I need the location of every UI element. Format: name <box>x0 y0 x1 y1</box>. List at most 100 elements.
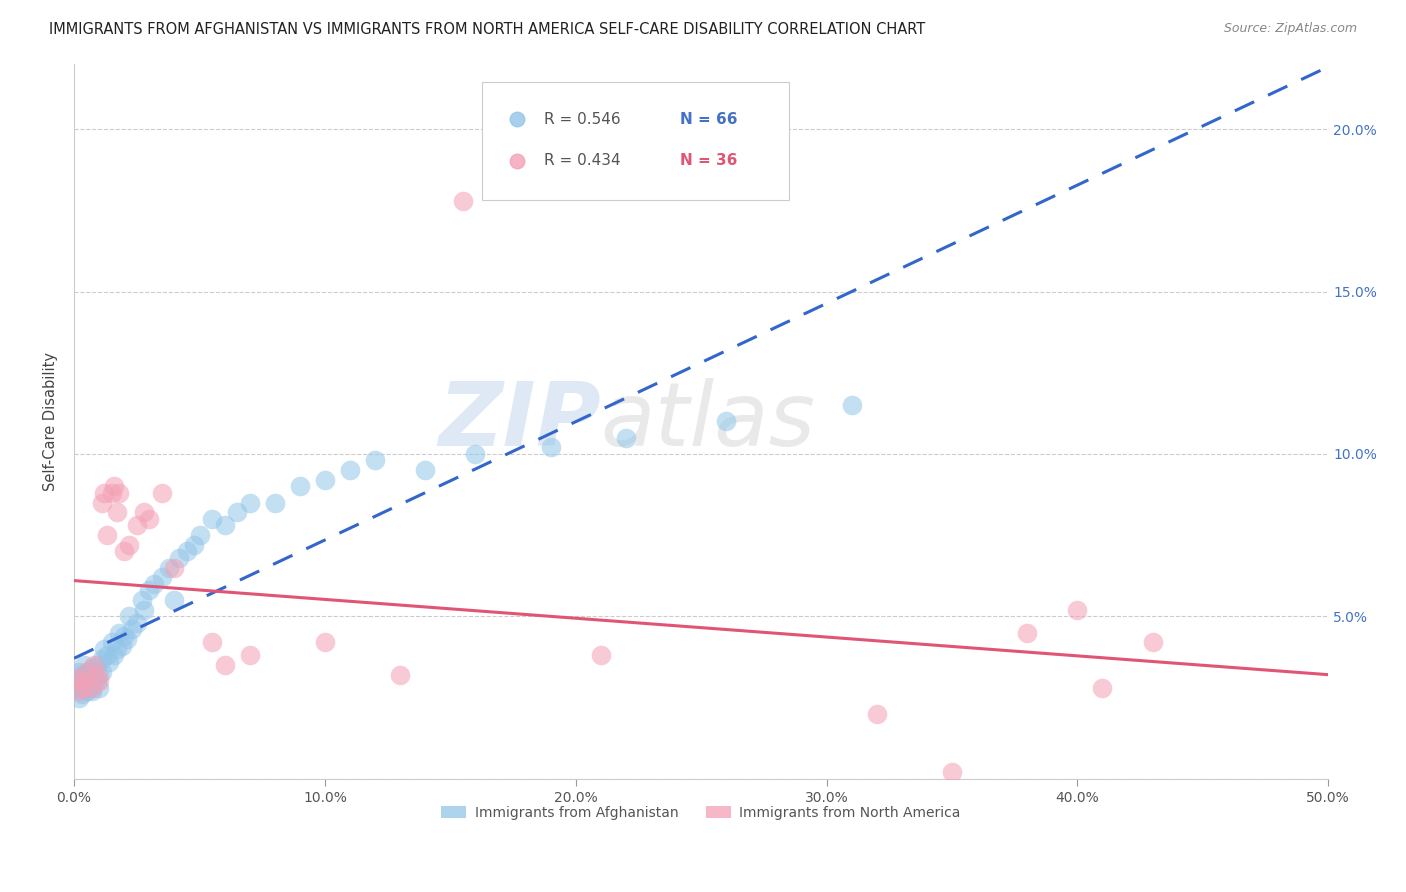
Point <box>65 671 87 685</box>
Point <box>77 668 100 682</box>
Point <box>105 642 128 657</box>
Text: Source: ZipAtlas.com: Source: ZipAtlas.com <box>1223 22 1357 36</box>
Point <box>451 194 474 208</box>
Point <box>118 609 141 624</box>
Text: R = 0.434: R = 0.434 <box>544 153 621 168</box>
Point <box>77 681 100 695</box>
Point <box>96 528 118 542</box>
Point <box>540 441 562 455</box>
Point <box>226 506 249 520</box>
Point <box>125 615 148 630</box>
Point <box>134 506 156 520</box>
Point <box>67 674 90 689</box>
FancyBboxPatch shape <box>482 82 789 200</box>
Point <box>86 658 108 673</box>
Point <box>73 681 96 695</box>
Point <box>103 479 125 493</box>
Point <box>138 512 160 526</box>
Point <box>413 463 436 477</box>
Text: atlas: atlas <box>600 378 815 465</box>
Point <box>214 518 236 533</box>
Point <box>103 648 125 663</box>
Point <box>67 684 90 698</box>
Point <box>201 635 224 649</box>
Point <box>112 629 135 643</box>
Point <box>73 658 96 673</box>
Point <box>76 665 98 679</box>
Point <box>150 570 173 584</box>
Point <box>1142 635 1164 649</box>
Text: N = 36: N = 36 <box>681 153 737 168</box>
Point <box>96 648 118 663</box>
Point <box>138 583 160 598</box>
Point <box>89 681 111 695</box>
Point <box>65 671 87 685</box>
Point <box>716 415 738 429</box>
Point <box>76 684 98 698</box>
Point <box>80 684 103 698</box>
Point <box>188 528 211 542</box>
Point <box>105 506 128 520</box>
Point <box>111 639 134 653</box>
Point <box>201 512 224 526</box>
Point <box>134 603 156 617</box>
Point <box>86 668 108 682</box>
Point <box>67 690 90 705</box>
Point <box>183 538 205 552</box>
Point <box>89 674 111 689</box>
Point <box>1091 681 1114 695</box>
Point <box>1017 625 1039 640</box>
Text: ZIP: ZIP <box>439 378 600 465</box>
Point <box>83 658 105 673</box>
Y-axis label: Self-Care Disability: Self-Care Disability <box>44 352 58 491</box>
Point <box>288 479 311 493</box>
Point <box>83 665 105 679</box>
Point <box>115 632 138 647</box>
Point <box>70 681 93 695</box>
Text: R = 0.546: R = 0.546 <box>544 112 621 127</box>
Point <box>93 642 115 657</box>
Point <box>176 544 198 558</box>
Point <box>73 671 96 685</box>
Point <box>76 674 98 689</box>
Point <box>121 623 143 637</box>
Point <box>339 463 361 477</box>
Point <box>86 674 108 689</box>
Point <box>125 518 148 533</box>
Point <box>464 447 486 461</box>
Point <box>80 661 103 675</box>
Point <box>614 431 637 445</box>
Point <box>131 593 153 607</box>
Point <box>364 453 387 467</box>
Point <box>98 655 121 669</box>
Point <box>314 473 336 487</box>
Point <box>90 496 112 510</box>
Point <box>1066 603 1088 617</box>
Point <box>93 486 115 500</box>
Point <box>239 496 262 510</box>
Point <box>866 706 889 721</box>
Point <box>70 674 93 689</box>
Point <box>214 658 236 673</box>
Point <box>80 678 103 692</box>
Point <box>941 765 963 780</box>
Point <box>90 651 112 665</box>
Point <box>150 486 173 500</box>
Point <box>83 671 105 685</box>
Point <box>100 635 122 649</box>
Point <box>73 678 96 692</box>
Point <box>118 538 141 552</box>
Point <box>389 668 412 682</box>
Point <box>263 496 285 510</box>
Point <box>80 681 103 695</box>
Point <box>70 668 93 682</box>
Point <box>169 551 191 566</box>
Point <box>314 635 336 649</box>
Point <box>841 398 863 412</box>
Point <box>239 648 262 663</box>
Point <box>90 665 112 679</box>
Text: IMMIGRANTS FROM AFGHANISTAN VS IMMIGRANTS FROM NORTH AMERICA SELF-CARE DISABILIT: IMMIGRANTS FROM AFGHANISTAN VS IMMIGRANT… <box>49 22 925 37</box>
Point <box>65 681 87 695</box>
Point <box>76 665 98 679</box>
Point <box>70 688 93 702</box>
